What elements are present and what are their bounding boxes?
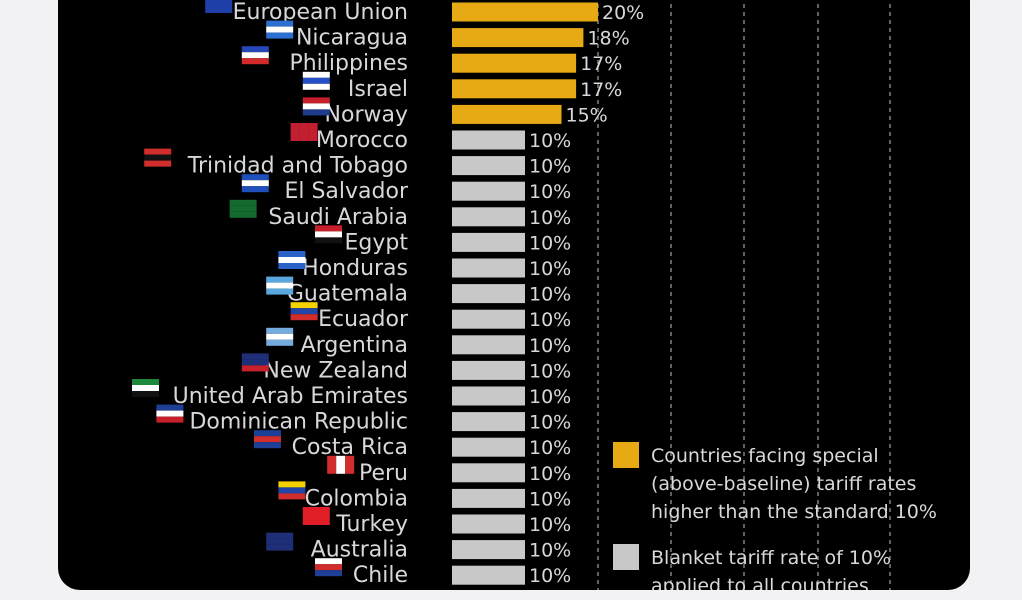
value-label: 20% (602, 2, 644, 24)
category-label: Peru (359, 461, 408, 486)
category-label: Trinidad and Tobago (187, 154, 408, 179)
value-label: 10% (529, 156, 571, 178)
bar (452, 104, 562, 124)
category-label: European Union (233, 0, 408, 25)
value-label: 15% (566, 104, 608, 126)
tariff-bar-chart: 20%European Union18%Nicaragua17%Philippi… (132, 0, 891, 590)
value-label: 10% (529, 463, 571, 485)
bar (452, 53, 577, 73)
argentina-flag-icon (266, 327, 294, 346)
chart-card: 20% European Union 18% Nicaragua 17% Philippi… (58, 0, 970, 590)
bar (452, 284, 525, 304)
bar (452, 28, 584, 48)
costa-rica-flag-icon (254, 430, 281, 449)
value-label: 10% (529, 514, 571, 536)
value-label: 10% (529, 335, 571, 357)
bar (452, 181, 525, 201)
dominican-flag-icon (156, 404, 184, 423)
philippines-flag-icon (241, 46, 269, 65)
bar (452, 386, 525, 406)
norway-flag-icon (302, 97, 330, 116)
category-label: New Zealand (263, 358, 408, 383)
value-label: 10% (529, 258, 571, 280)
bar (452, 130, 525, 150)
category-label: Argentina (301, 333, 408, 358)
category-label: El Salvador (284, 179, 408, 204)
bar (452, 437, 525, 457)
category-label: Ecuador (318, 307, 409, 332)
nicaragua-flag-icon (266, 20, 294, 39)
value-label: 17% (580, 53, 622, 75)
value-label: 10% (529, 181, 571, 203)
colombia-flag-icon (278, 481, 306, 500)
chile-flag-icon (315, 558, 342, 577)
legend-item-special: Countries facing special (above-baseline… (613, 442, 951, 526)
honduras-flag-icon (278, 251, 306, 269)
morocco-flag-icon (290, 123, 318, 141)
bar (452, 335, 525, 355)
value-label: 10% (529, 130, 571, 152)
bar (452, 412, 525, 432)
value-label: 10% (529, 565, 571, 587)
category-label: Honduras (302, 256, 408, 281)
eu-flag-icon (205, 0, 233, 13)
bar (452, 514, 525, 534)
value-label: 17% (580, 79, 622, 101)
peru-flag-icon (327, 455, 355, 474)
value-label: 10% (529, 284, 571, 306)
el-salvador-flag-icon (241, 174, 269, 193)
category-label: Israel (348, 77, 408, 102)
bar (452, 79, 577, 99)
bar (452, 360, 525, 380)
legend-label-baseline: Blanket tariff rate of 10% applied to al… (651, 547, 892, 590)
guatemala-flag-icon (266, 276, 294, 295)
trinidad-flag-icon (144, 148, 172, 167)
uae-flag-icon (132, 379, 159, 397)
value-label: 10% (529, 232, 571, 254)
bar (452, 540, 525, 560)
bar (452, 207, 525, 227)
category-label: Chile (353, 563, 408, 588)
ecuador-flag-icon (290, 302, 318, 321)
value-label: 10% (529, 412, 571, 434)
legend-swatch-baseline (613, 544, 639, 570)
value-label: 10% (529, 540, 571, 562)
category-label: United Arab Emirates (173, 384, 408, 409)
bar (452, 309, 525, 329)
legend-item-baseline: Blanket tariff rate of 10% applied to al… (613, 544, 951, 590)
bar (452, 232, 525, 252)
saudi-flag-icon (229, 199, 257, 218)
category-label: Dominican Republic (189, 410, 408, 435)
bar (452, 463, 525, 483)
category-label: Morocco (316, 128, 408, 153)
new-zealand-flag-icon (241, 353, 269, 372)
category-label: Egypt (345, 230, 409, 255)
australia-flag-icon (266, 532, 294, 551)
bar (452, 258, 525, 278)
value-label: 10% (529, 386, 571, 408)
value-label: 10% (529, 207, 571, 229)
legend-swatch-special (613, 442, 639, 468)
value-label: 10% (529, 360, 571, 382)
value-label: 10% (529, 488, 571, 510)
legend-label-special: Countries facing special (above-baseline… (651, 445, 937, 523)
category-label: Norway (325, 102, 408, 127)
israel-flag-icon (302, 71, 330, 90)
bar (452, 156, 525, 176)
egypt-flag-icon (315, 225, 342, 244)
bar (452, 565, 525, 585)
value-label: 10% (529, 309, 571, 331)
value-label: 10% (529, 437, 571, 459)
category-label: Turkey (335, 512, 408, 537)
bar (452, 2, 598, 22)
bar (452, 488, 525, 508)
value-label: 18% (587, 28, 629, 50)
category-label: Nicaragua (296, 26, 408, 51)
turkey-flag-icon (302, 507, 330, 525)
